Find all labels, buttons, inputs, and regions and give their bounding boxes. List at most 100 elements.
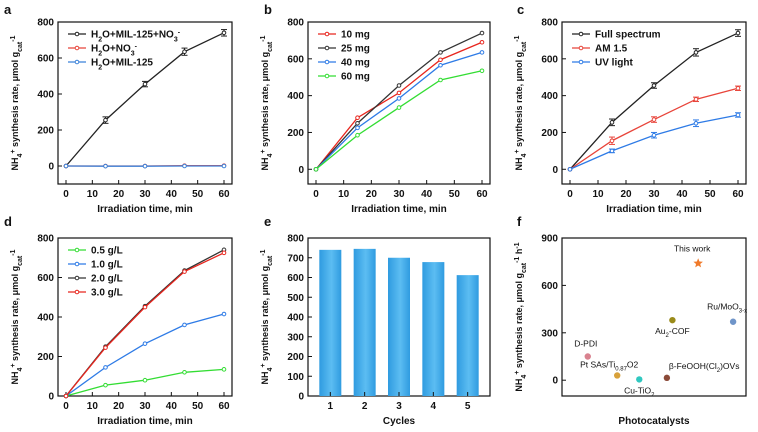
data-point bbox=[221, 30, 227, 36]
data-point bbox=[609, 148, 615, 154]
y-tick-label: 700 bbox=[287, 253, 304, 264]
x-axis-label-e: Cycles bbox=[383, 416, 416, 427]
data-point bbox=[479, 50, 485, 55]
legend-marker bbox=[324, 59, 330, 65]
x-tick-label: 1 bbox=[328, 401, 334, 412]
legend-text: O+MIL-125 bbox=[102, 58, 153, 69]
data-point bbox=[103, 163, 108, 169]
x-tick-label: 50 bbox=[449, 189, 461, 200]
data-point bbox=[584, 353, 591, 360]
legend-label: H2O+NO3- bbox=[91, 43, 138, 57]
y-tick-label: 900 bbox=[541, 234, 558, 245]
legend-marker bbox=[74, 247, 80, 253]
data-point bbox=[142, 377, 148, 383]
y-tick-label: 100 bbox=[287, 372, 304, 383]
data-point bbox=[221, 311, 227, 317]
data-point bbox=[182, 49, 187, 55]
y-tick-label: 300 bbox=[541, 328, 558, 339]
data-point bbox=[567, 166, 573, 172]
data-point bbox=[182, 370, 187, 375]
y-tick-label: 500 bbox=[287, 293, 304, 304]
point-label-text: β-FeOOH(Cl bbox=[669, 361, 717, 371]
legend-marker bbox=[324, 73, 330, 79]
y-tick-label: 800 bbox=[287, 234, 304, 245]
point-label-text: )OVs bbox=[720, 361, 739, 371]
y-label-superscript: + bbox=[260, 363, 267, 367]
panel-label-f: f bbox=[517, 214, 522, 229]
bar-cycle-2 bbox=[353, 248, 376, 396]
legend-label: 2.0 g/L bbox=[91, 274, 123, 285]
y-tick-label: 600 bbox=[287, 273, 304, 284]
y-axis-label-f: NH4+ synthesis rate, μmol gcat-1 h-1 bbox=[514, 242, 528, 391]
data-point bbox=[396, 90, 402, 96]
data-point bbox=[693, 97, 699, 102]
y-label-part: synthesis rate, μmol g bbox=[514, 52, 524, 150]
y-label-part: h bbox=[514, 249, 524, 257]
legend-text: O+MIL-125+NO bbox=[102, 30, 174, 41]
data-point bbox=[438, 77, 443, 83]
data-point bbox=[221, 367, 227, 372]
point-label-text: Pt SAs/Ti bbox=[580, 359, 615, 369]
y-label-superscript: + bbox=[514, 371, 521, 375]
data-point bbox=[103, 382, 108, 388]
x-tick-label: 0 bbox=[63, 189, 69, 200]
data-point bbox=[735, 112, 741, 118]
legend-marker bbox=[324, 45, 330, 51]
y-label-subscript: cat bbox=[17, 255, 24, 266]
y-label-part: NH bbox=[260, 157, 270, 170]
legend-subscript: 2 bbox=[98, 36, 102, 43]
y-tick-label: 0 bbox=[552, 376, 558, 387]
data-point bbox=[609, 120, 615, 125]
y-tick-label: 300 bbox=[287, 332, 304, 343]
y-tick-label: 400 bbox=[287, 313, 304, 324]
data-point bbox=[221, 163, 227, 169]
y-tick-label: 800 bbox=[287, 18, 304, 29]
x-tick-label: 20 bbox=[620, 189, 632, 200]
legend-marker bbox=[74, 31, 80, 37]
legend-superscript: - bbox=[178, 29, 181, 36]
data-point bbox=[313, 166, 319, 172]
bar-cycle-5 bbox=[456, 275, 479, 396]
y-label-superscript: -1 bbox=[514, 242, 521, 248]
data-point bbox=[103, 365, 108, 370]
y-tick-label: 0 bbox=[298, 165, 304, 176]
y-label-subscript: cat bbox=[267, 41, 274, 52]
x-tick-label: 30 bbox=[139, 189, 151, 200]
y-tick-label: 600 bbox=[287, 54, 304, 65]
y-axis-label-d: NH4+ synthesis rate, μmol gcat-1 bbox=[10, 249, 24, 384]
series-line-1 bbox=[65, 313, 225, 397]
data-point bbox=[479, 39, 485, 45]
y-axis-label-b: NH4+ synthesis rate, μmol gcat-1 bbox=[260, 35, 274, 170]
data-point bbox=[221, 250, 227, 256]
point-label-text: Ru/MoO bbox=[707, 302, 739, 312]
x-tick-label: 40 bbox=[166, 401, 178, 412]
bar-cycle-1 bbox=[319, 249, 342, 396]
legend-subscript: 3 bbox=[131, 50, 135, 57]
x-tick-label: 0 bbox=[567, 189, 573, 200]
point-label-text: Au bbox=[655, 326, 666, 336]
point-label: This work bbox=[674, 243, 711, 253]
y-tick-label: 400 bbox=[37, 313, 54, 324]
x-tick-label: 5 bbox=[465, 401, 471, 412]
x-tick-label: 40 bbox=[421, 189, 433, 200]
y-label-part: synthesis rate, μmol g bbox=[260, 266, 270, 364]
point-label: Au2-COF bbox=[655, 326, 690, 339]
series-line-2 bbox=[569, 114, 739, 170]
data-point bbox=[609, 138, 615, 144]
point-label-subscript: 0.87 bbox=[615, 366, 627, 372]
y-tick-label: 200 bbox=[287, 352, 304, 363]
legend-marker bbox=[74, 275, 80, 281]
x-tick-label: 20 bbox=[113, 401, 125, 412]
y-label-subscript: 4 bbox=[267, 153, 274, 157]
y-label-superscript: + bbox=[10, 149, 17, 153]
x-tick-label: 50 bbox=[192, 189, 204, 200]
y-tick-label: 200 bbox=[37, 126, 54, 137]
x-axis-label-b: Irradiation time, min bbox=[351, 204, 447, 215]
series-line-0 bbox=[65, 32, 225, 167]
data-point bbox=[479, 68, 485, 74]
data-point bbox=[438, 62, 443, 68]
data-point bbox=[479, 30, 485, 36]
data-point bbox=[142, 163, 148, 169]
x-tick-label: 60 bbox=[218, 189, 230, 200]
